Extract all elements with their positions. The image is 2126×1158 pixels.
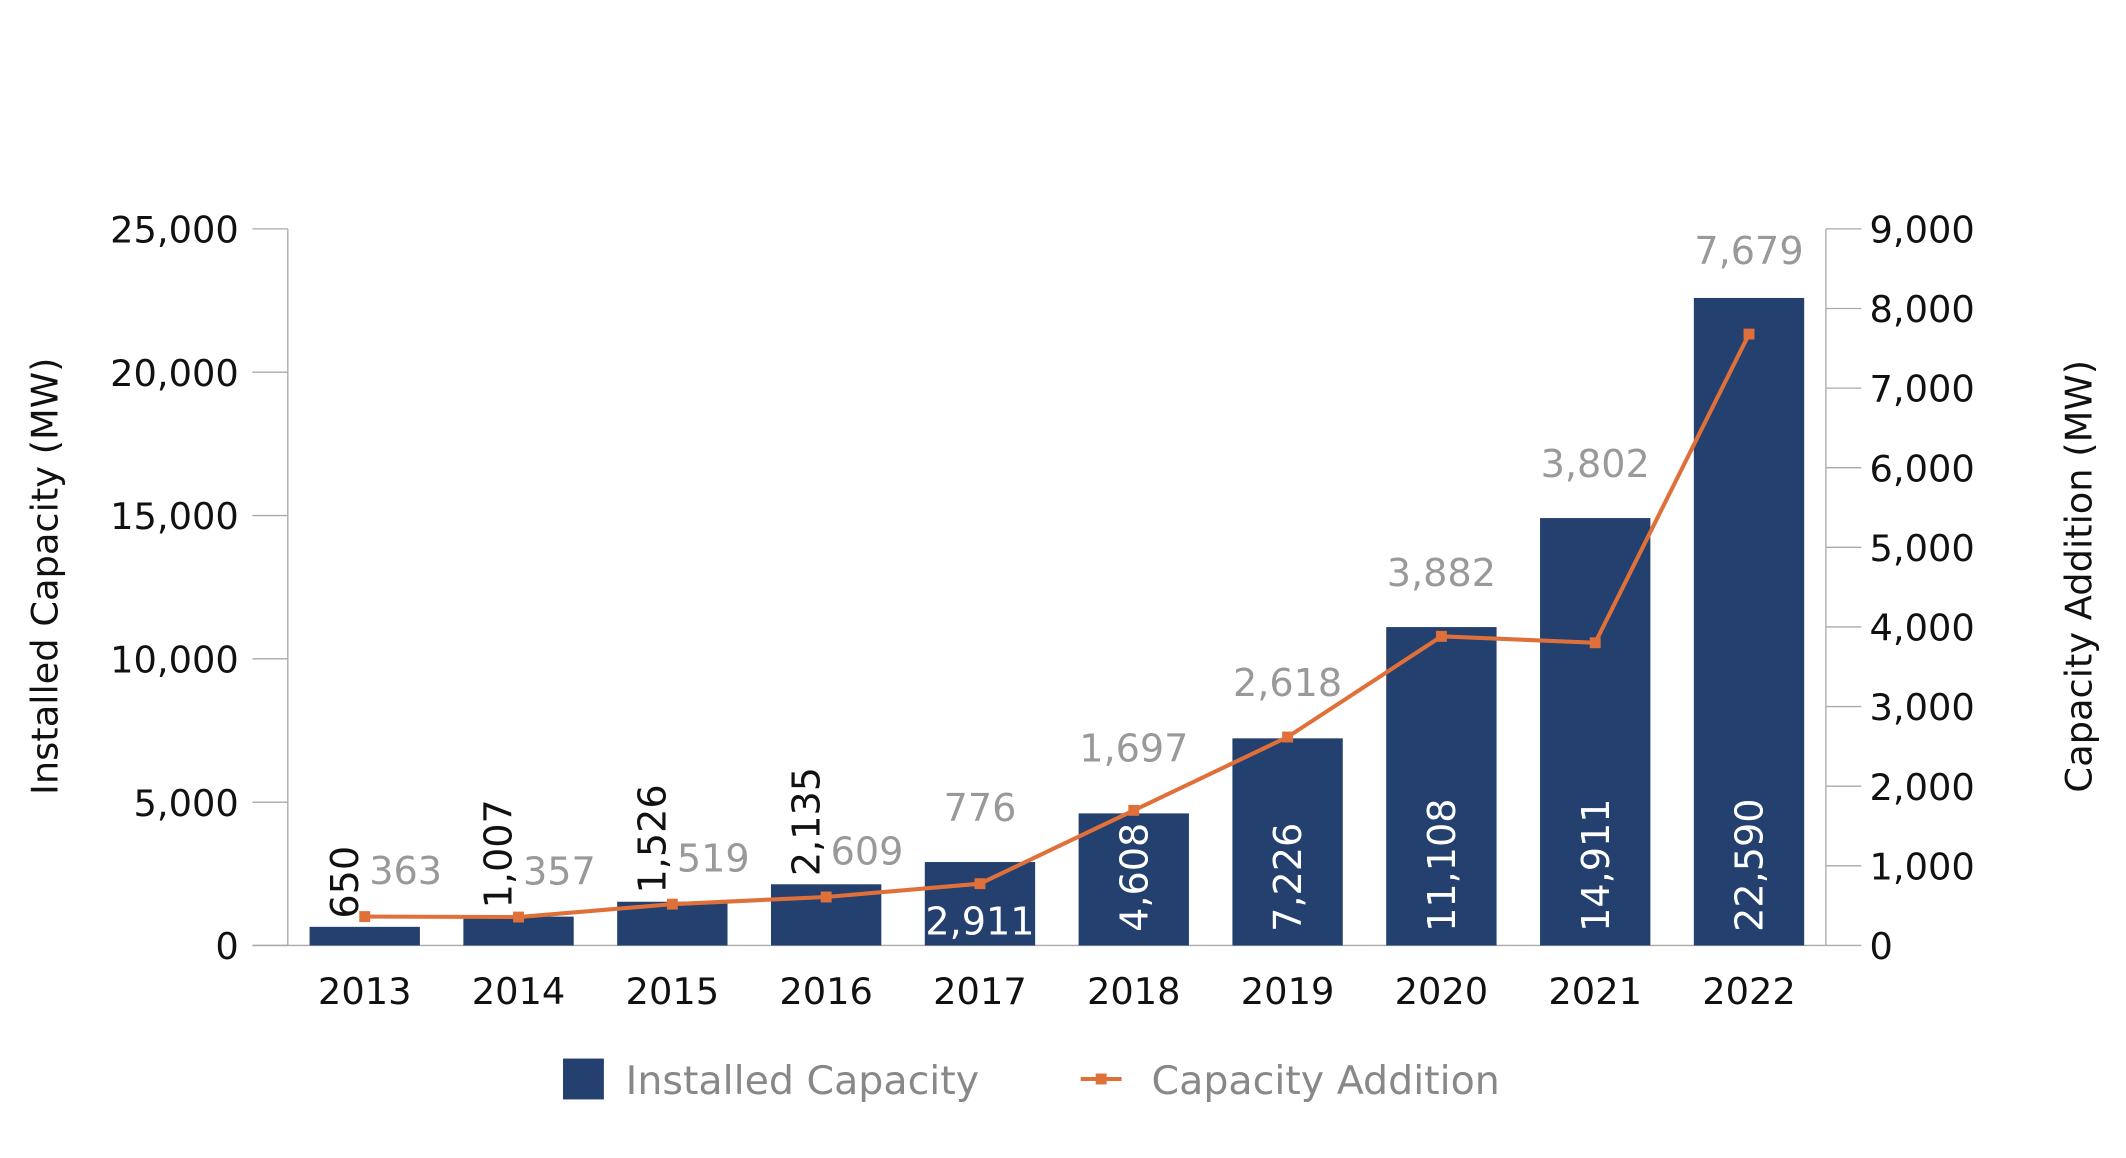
bar-value-label: 4,608 — [1112, 823, 1156, 932]
x-tick-label: 2014 — [472, 970, 566, 1013]
legend-label-addition: Capacity Addition — [1152, 1058, 1500, 1104]
line-marker-2015 — [666, 898, 678, 910]
y2-tick-label: 2,000 — [1870, 766, 1975, 809]
legend: Installed Capacity Capacity Addition — [563, 1058, 1500, 1104]
y2-tick-label: 6,000 — [1870, 447, 1975, 490]
line-marker-2014 — [513, 911, 524, 923]
line-marker-2019 — [1282, 731, 1294, 743]
line-value-label: 3,882 — [1387, 551, 1496, 595]
line-marker-2017 — [974, 878, 986, 890]
legend-swatch-installed — [563, 1058, 604, 1100]
x-tick-label: 2020 — [1395, 970, 1489, 1013]
line-series — [359, 328, 1755, 923]
bar-installed-2017 — [924, 862, 1036, 946]
y2-tick-label: 9,000 — [1870, 208, 1975, 251]
line-value-label: 1,697 — [1079, 727, 1188, 771]
line-capacity-addition — [364, 333, 1751, 920]
bar-value-label: 1,526 — [631, 784, 675, 893]
y2-tick-label: 5,000 — [1870, 527, 1975, 570]
bar-installed-2013 — [309, 926, 420, 946]
y-tick-label: 0 — [215, 925, 238, 968]
legend-swatch-addition-marker — [1095, 1073, 1107, 1085]
y2-tick-label: 4,000 — [1870, 607, 1975, 650]
bar-installed-2019 — [1232, 738, 1343, 946]
bar-value-label: 11,108 — [1420, 798, 1464, 931]
y2-tick-label: 0 — [1870, 925, 1893, 968]
bar-value-label: 1,007 — [477, 799, 521, 908]
y2-axis-title: Capacity Addition (MW) — [2058, 360, 2101, 793]
y2-tick-label: 1,000 — [1870, 845, 1975, 888]
line-value-label: 2,618 — [1233, 661, 1342, 705]
bar-value-label: 2,135 — [784, 767, 828, 876]
x-tick-label: 2018 — [1087, 970, 1181, 1013]
x-tick-label: 2017 — [933, 970, 1027, 1013]
legend-label-installed: Installed Capacity — [626, 1058, 979, 1104]
x-tick-label: 2015 — [626, 970, 720, 1013]
line-marker-2021 — [1589, 637, 1601, 649]
line-value-label: 3,802 — [1541, 442, 1650, 486]
line-marker-2018 — [1128, 804, 1140, 816]
x-tick-label: 2013 — [318, 970, 412, 1013]
bar-value-label: 7,226 — [1266, 823, 1310, 932]
y-tick-label: 5,000 — [134, 782, 239, 825]
line-value-label: 609 — [831, 829, 904, 873]
data-labels: 650 1,007 1,526 2,135 2,911 4,608 7,226 11,108 1… — [323, 229, 1804, 944]
y-tick-label: 25,000 — [110, 208, 239, 251]
bar-value-label: 650 — [323, 846, 367, 919]
y2-tick-label: 3,000 — [1870, 686, 1975, 729]
line-value-label: 7,679 — [1694, 229, 1803, 273]
bar-value-label: 22,590 — [1728, 798, 1772, 931]
bar-installed-2020 — [1386, 627, 1497, 946]
y2-tick-label: 8,000 — [1870, 288, 1975, 331]
bar-installed-2021 — [1540, 518, 1651, 946]
y-axis-title: Installed Capacity (MW) — [24, 358, 67, 795]
line-marker-2013 — [359, 911, 371, 923]
x-tick-label: 2016 — [779, 970, 873, 1013]
y2-tick-label: 7,000 — [1870, 368, 1975, 411]
x-tick-label: 2022 — [1702, 970, 1796, 1013]
bar-installed-2018 — [1078, 813, 1189, 946]
line-marker-2020 — [1435, 630, 1447, 642]
y-tick-label: 15,000 — [110, 495, 239, 538]
line-value-label: 776 — [944, 786, 1017, 830]
bar-value-label: 2,911 — [925, 900, 1034, 944]
bar-value-label: 14,911 — [1574, 798, 1618, 931]
y-tick-label: 10,000 — [110, 638, 239, 681]
line-value-label: 363 — [369, 849, 442, 893]
y-tick-label: 20,000 — [110, 352, 239, 395]
line-marker-2022 — [1743, 328, 1755, 340]
x-tick-label: 2019 — [1241, 970, 1335, 1013]
line-value-label: 519 — [677, 836, 750, 880]
line-marker-2016 — [820, 891, 832, 903]
x-tick-label: 2021 — [1548, 970, 1642, 1013]
line-value-label: 357 — [523, 849, 596, 893]
axes: 0 5,000 10,000 15,000 20,000 25,000 0 1,000 2,00… — [110, 208, 1975, 1013]
